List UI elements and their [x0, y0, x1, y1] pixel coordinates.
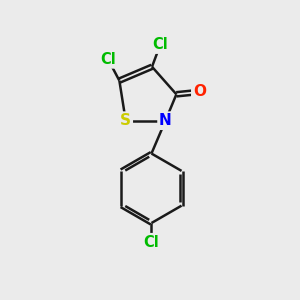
- Text: O: O: [193, 84, 206, 99]
- Text: S: S: [120, 113, 131, 128]
- Text: N: N: [159, 113, 172, 128]
- Text: Cl: Cl: [100, 52, 116, 67]
- Text: Cl: Cl: [144, 235, 159, 250]
- Text: Cl: Cl: [152, 37, 168, 52]
